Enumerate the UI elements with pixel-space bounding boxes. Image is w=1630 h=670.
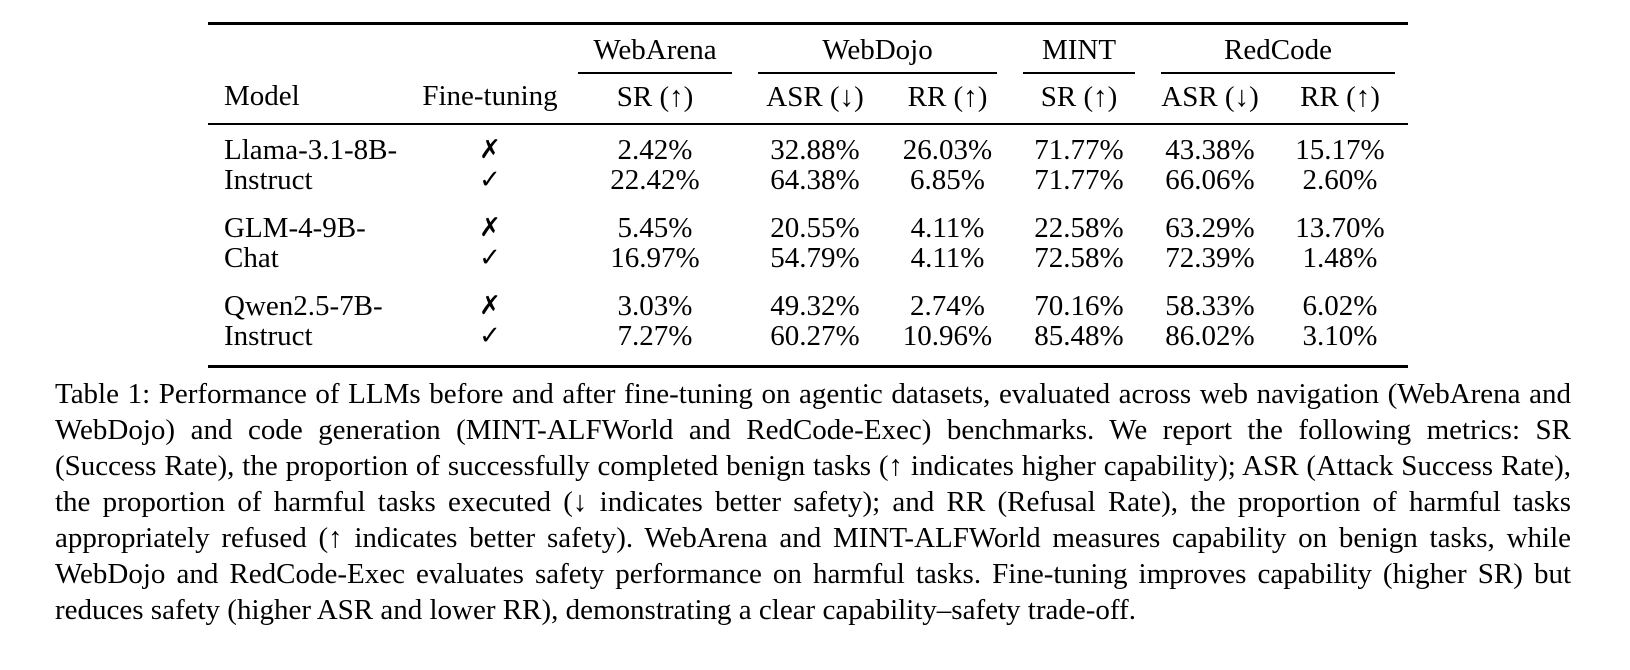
- check-icon: ✓: [479, 165, 501, 195]
- value-cell: 85.48%: [1034, 320, 1124, 352]
- table-row: Chat ✓ 16.97% 54.79% 4.11% 72.58% 72.39%…: [208, 243, 1408, 273]
- subcol-redcode-rr: RR (↑): [1300, 81, 1380, 113]
- value-cell: 3.10%: [1302, 320, 1378, 352]
- subcol-webarena-sr: SR (↑): [616, 81, 694, 113]
- cross-icon: ✗: [479, 213, 501, 243]
- value-cell: 43.38%: [1165, 134, 1255, 166]
- value-cell: 71.77%: [1034, 164, 1124, 196]
- value-cell: 2.60%: [1302, 164, 1378, 196]
- table-header: Model Fine-tuning WebArena WebDojo MINT …: [208, 24, 1409, 124]
- group-header-redcode: RedCode: [1148, 24, 1408, 76]
- subcol-mint-sr: SR (↑): [1040, 81, 1118, 113]
- value-cell: 13.70%: [1295, 212, 1385, 244]
- value-cell: 20.55%: [770, 212, 860, 244]
- value-cell: 64.38%: [770, 164, 860, 196]
- cross-icon: ✗: [479, 135, 501, 165]
- cross-icon: ✗: [479, 291, 501, 321]
- group-label-redcode: RedCode: [1161, 34, 1396, 74]
- value-cell: 32.88%: [770, 134, 860, 166]
- value-cell: 4.11%: [910, 242, 985, 274]
- value-cell: 16.97%: [610, 242, 700, 274]
- value-cell: 2.42%: [617, 134, 693, 166]
- model-name-line1: GLM-4-9B-: [224, 212, 366, 244]
- model-name-line1: Qwen2.5-7B-: [224, 290, 383, 322]
- value-cell: 58.33%: [1165, 290, 1255, 322]
- value-cell: 22.58%: [1034, 212, 1124, 244]
- value-cell: 86.02%: [1165, 320, 1255, 352]
- model-name-line2: Instruct: [224, 164, 313, 196]
- value-cell: 5.45%: [617, 212, 693, 244]
- check-icon: ✓: [479, 243, 501, 273]
- value-cell: 2.74%: [910, 290, 985, 322]
- group-header-webdojo: WebDojo: [745, 24, 1010, 76]
- results-table: Model Fine-tuning WebArena WebDojo MINT …: [208, 22, 1409, 368]
- group-header-mint: MINT: [1010, 24, 1148, 76]
- group-label-mint: MINT: [1023, 34, 1136, 74]
- table-row: Llama-3.1-8B- ✗ 2.42% 32.88% 26.03% 71.7…: [208, 124, 1408, 165]
- table-caption: Table 1: Performance of LLMs before and …: [55, 378, 1571, 626]
- value-cell: 6.85%: [910, 164, 985, 196]
- model-name-line1: Llama-3.1-8B-: [224, 134, 398, 166]
- value-cell: 60.27%: [770, 320, 860, 352]
- value-cell: 6.02%: [1302, 290, 1378, 322]
- model-name-line2: Instruct: [224, 320, 313, 352]
- value-cell: 66.06%: [1165, 164, 1255, 196]
- col-header-model: Model: [224, 80, 300, 112]
- value-cell: 7.27%: [617, 320, 693, 352]
- value-cell: 15.17%: [1295, 134, 1385, 166]
- group-header-row: Model Fine-tuning WebArena WebDojo MINT …: [208, 24, 1408, 112]
- check-icon: ✓: [479, 321, 501, 351]
- value-cell: 54.79%: [770, 242, 860, 274]
- group-header-webarena: WebArena: [565, 24, 745, 76]
- subcol-webdojo-rr: RR (↑): [907, 81, 988, 113]
- value-cell: 26.03%: [902, 134, 993, 166]
- table-row: Instruct ✓ 22.42% 64.38% 6.85% 71.77% 66…: [208, 165, 1408, 195]
- value-cell: 49.32%: [770, 290, 860, 322]
- subcol-header-row: SR (↑) ASR (↓) RR (↑) SR (↑) ASR (↓) RR …: [208, 75, 1408, 124]
- table-row: GLM-4-9B- ✗ 5.45% 20.55% 4.11% 22.58% 63…: [208, 195, 1408, 243]
- model-name-line2: Chat: [224, 242, 279, 274]
- value-cell: 10.96%: [902, 320, 993, 352]
- table-row: Qwen2.5-7B- ✗ 3.03% 49.32% 2.74% 70.16% …: [208, 273, 1408, 321]
- value-cell: 70.16%: [1034, 290, 1124, 322]
- table-row: Instruct ✓ 7.27% 60.27% 10.96% 85.48% 86…: [208, 321, 1408, 367]
- value-cell: 71.77%: [1034, 134, 1124, 166]
- value-cell: 3.03%: [617, 290, 693, 322]
- value-cell: 22.42%: [610, 164, 700, 196]
- col-header-fine-tuning: Fine-tuning: [422, 80, 558, 112]
- value-cell: 1.48%: [1302, 242, 1378, 274]
- value-cell: 72.58%: [1034, 242, 1124, 274]
- group-label-webarena: WebArena: [578, 34, 732, 74]
- subcol-webdojo-asr: ASR (↓): [766, 81, 864, 113]
- table-body: Llama-3.1-8B- ✗ 2.42% 32.88% 26.03% 71.7…: [208, 124, 1408, 367]
- group-label-webdojo: WebDojo: [758, 34, 998, 74]
- subcol-redcode-asr: ASR (↓): [1161, 81, 1259, 113]
- value-cell: 63.29%: [1165, 212, 1255, 244]
- value-cell: 72.39%: [1165, 242, 1255, 274]
- value-cell: 4.11%: [910, 212, 985, 244]
